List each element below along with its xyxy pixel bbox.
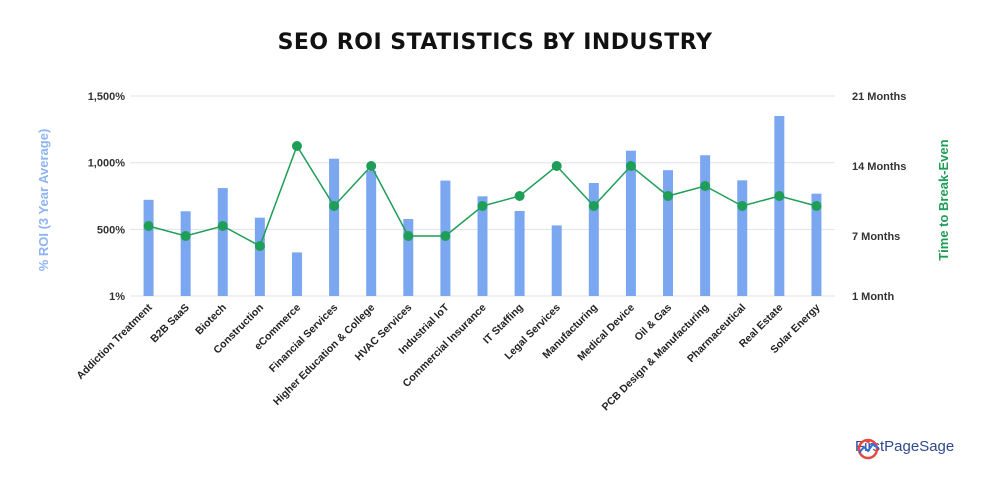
break-even-point bbox=[663, 191, 674, 201]
roi-bar bbox=[700, 155, 711, 296]
roi-bar bbox=[180, 211, 191, 296]
break-even-point bbox=[180, 231, 191, 241]
category-label: Biotech bbox=[193, 302, 229, 338]
break-even-point bbox=[625, 161, 636, 171]
category-label: Financial Services bbox=[267, 302, 340, 375]
roi-bar bbox=[477, 196, 488, 296]
roi-bar bbox=[774, 116, 785, 297]
category-label: Addiction Treatment bbox=[74, 301, 155, 382]
left-axis-tick-label: 1,500% bbox=[88, 91, 126, 103]
left-axis-ticks: 1% 500% 1,000% 1,500% bbox=[88, 91, 126, 303]
roi-bar bbox=[143, 199, 154, 296]
chart-title: SEO ROI STATISTICS BY INDUSTRY bbox=[277, 30, 713, 55]
break-even-point bbox=[811, 201, 822, 211]
roi-bar bbox=[625, 150, 636, 296]
roi-bar bbox=[514, 211, 525, 296]
right-axis-tick-label: 7 Months bbox=[852, 231, 900, 243]
roi-bar bbox=[403, 219, 414, 296]
roi-bar bbox=[811, 193, 822, 296]
right-axis-ticks: 1 Month 7 Months 14 Months 21 Months bbox=[852, 91, 906, 303]
roi-bar bbox=[737, 180, 748, 296]
brand-logo-text: FirstPageSage bbox=[855, 438, 955, 455]
break-even-point bbox=[291, 141, 302, 151]
right-axis-tick-label: 1 Month bbox=[852, 291, 894, 303]
right-axis-tick-label: 14 Months bbox=[852, 161, 906, 173]
break-even-point bbox=[403, 231, 414, 241]
roi-bar bbox=[663, 170, 674, 296]
brand-logo-icon bbox=[857, 438, 879, 460]
break-even-point bbox=[588, 201, 599, 211]
break-even-point bbox=[217, 221, 228, 231]
break-even-point bbox=[254, 241, 265, 251]
break-even-point bbox=[551, 161, 562, 171]
right-axis-label: Time to Break-Even bbox=[936, 139, 951, 260]
left-axis-tick-label: 1,000% bbox=[88, 158, 126, 170]
break-even-point bbox=[329, 201, 340, 211]
category-label: B2B SaaS bbox=[148, 302, 192, 346]
break-even-point bbox=[143, 221, 154, 231]
roi-bar bbox=[329, 158, 340, 296]
break-even-point bbox=[774, 191, 785, 201]
right-axis-tick-label: 21 Months bbox=[852, 91, 906, 103]
brand-logo[interactable]: FirstPageSage bbox=[855, 438, 955, 460]
roi-bar bbox=[551, 225, 562, 296]
break-even-point bbox=[514, 191, 525, 201]
roi-bar bbox=[291, 252, 302, 296]
left-axis-label: % ROI (3 Year Average) bbox=[36, 129, 51, 272]
left-axis-tick-label: 1% bbox=[109, 291, 125, 303]
break-even-point bbox=[477, 201, 488, 211]
roi-bar bbox=[366, 170, 377, 296]
roi-bar bbox=[217, 188, 228, 296]
break-even-point bbox=[440, 231, 451, 241]
roi-bar bbox=[588, 182, 599, 296]
left-axis-tick-label: 500% bbox=[97, 224, 125, 236]
break-even-point bbox=[737, 201, 748, 211]
break-even-point bbox=[700, 181, 711, 191]
break-even-line bbox=[143, 141, 822, 251]
roi-bar bbox=[254, 217, 265, 296]
break-even-point bbox=[366, 161, 377, 171]
